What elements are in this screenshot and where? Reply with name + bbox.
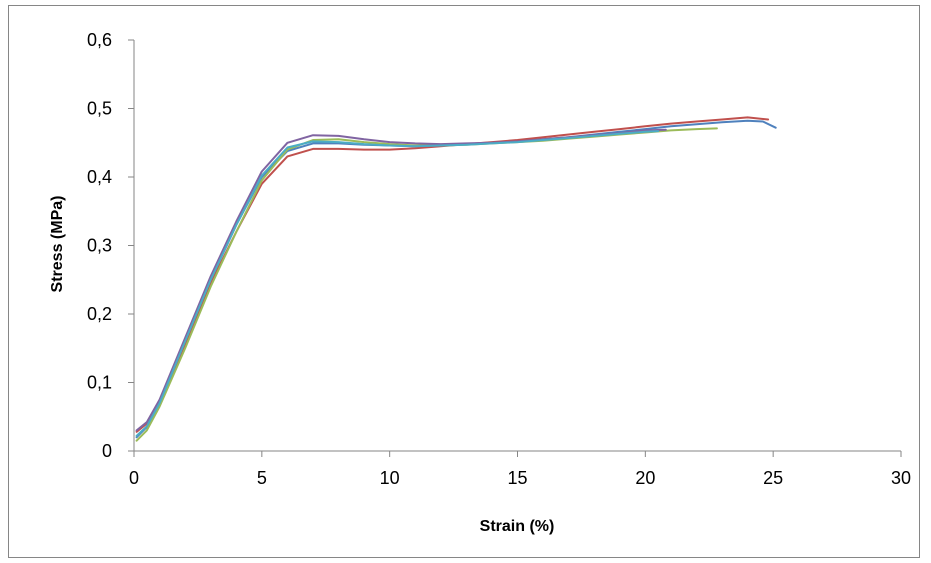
x-axis: 0 5 10 15 20 25 30 xyxy=(129,450,911,488)
chart-frame xyxy=(8,5,920,558)
y-tick-label: 0,3 xyxy=(87,236,112,256)
y-tick-label: 0,6 xyxy=(87,30,112,50)
x-tick-label: 5 xyxy=(257,468,267,488)
series-line-2 xyxy=(135,116,770,433)
y-tick-label: 0,2 xyxy=(87,304,112,324)
series-line-5 xyxy=(135,130,660,437)
x-tick-label: 20 xyxy=(635,468,655,488)
series-line-1 xyxy=(135,119,777,439)
x-tick-label: 0 xyxy=(129,468,139,488)
x-axis-title: Strain (%) xyxy=(480,518,555,535)
series-line-4 xyxy=(135,128,667,432)
x-tick-label: 25 xyxy=(763,468,783,488)
y-axis: 0 0,1 0,2 0,3 0,4 0,5 0,6 xyxy=(87,30,135,461)
y-tick-label: 0,4 xyxy=(87,167,112,187)
y-tick-label: 0,1 xyxy=(87,373,112,393)
y-tick-label: 0 xyxy=(102,441,112,461)
x-tick-label: 30 xyxy=(891,468,911,488)
x-tick-label: 15 xyxy=(507,468,527,488)
series-layer xyxy=(135,116,777,442)
x-tick-label: 10 xyxy=(380,468,400,488)
series-line-3 xyxy=(135,127,718,442)
y-axis-title: Stress (MPa) xyxy=(49,196,66,293)
y-tick-label: 0,5 xyxy=(87,99,112,119)
